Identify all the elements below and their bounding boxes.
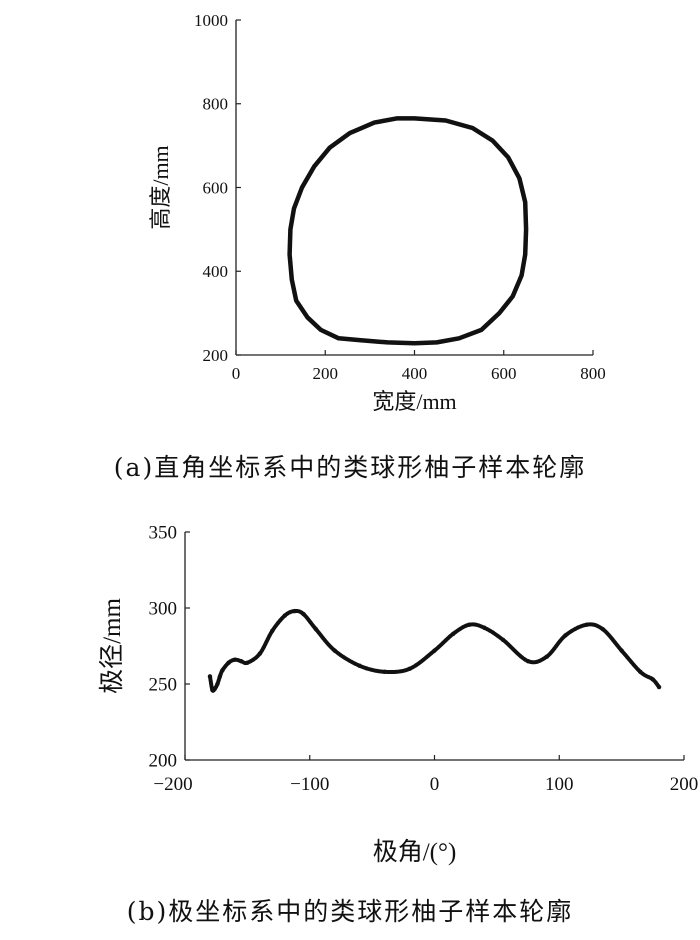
data-point	[301, 611, 306, 617]
data-point	[212, 686, 218, 691]
data-point	[600, 627, 606, 632]
y-tick-label: 600	[203, 178, 229, 197]
y-tick-label: 200	[149, 751, 178, 772]
data-point	[563, 633, 568, 638]
chart-a: 0 200 400 600 800 200 400 600 800 1000 宽度/mm 高度/mm	[0, 0, 700, 420]
data-point	[220, 668, 225, 673]
y-tick-label: 400	[203, 262, 229, 281]
data-point	[451, 631, 456, 637]
x-tick-label: 800	[580, 364, 606, 383]
data-point	[313, 627, 319, 632]
x-tick-label: −100	[290, 774, 329, 795]
x-tick-label: 400	[402, 364, 428, 383]
data-point	[638, 669, 643, 675]
data-point	[232, 657, 238, 662]
data-point	[217, 674, 223, 679]
caption-a: (a)直角坐标系中的类球形柚子样本轮廓	[113, 453, 587, 482]
data-point	[650, 677, 656, 682]
chart-b: −200 −100 0 100 200 200 250 300 350 极角/(°) 极径/mm	[0, 505, 700, 895]
y-tick-label: 350	[149, 523, 178, 544]
data-point	[544, 654, 549, 659]
y-tick-label: 200	[203, 346, 229, 365]
x-tick-label: 200	[313, 364, 339, 383]
data-point	[525, 659, 531, 664]
y-tick-label: 300	[149, 599, 178, 620]
x-axis-label: 极角/(°)	[373, 838, 457, 866]
x-axis-label: 宽度/mm	[372, 389, 456, 414]
y-axis-label: 高度/mm	[148, 145, 173, 229]
data-point	[292, 608, 297, 614]
data-point	[257, 651, 263, 656]
data-point	[238, 659, 244, 664]
y-tick-label: 800	[203, 95, 229, 114]
data-point	[207, 674, 213, 679]
data-point	[382, 669, 387, 675]
data-point	[619, 648, 624, 653]
data-point	[500, 637, 506, 643]
data-point	[215, 681, 220, 687]
radius-curve	[207, 608, 661, 693]
data-point	[482, 625, 487, 630]
data-point	[432, 648, 437, 653]
data-point	[407, 666, 412, 671]
data-point	[467, 622, 472, 627]
y-tick-label: 1000	[194, 11, 228, 30]
x-tick-label: 200	[670, 774, 699, 795]
x-tick-label: 100	[545, 774, 574, 795]
data-point	[357, 663, 362, 668]
data-point	[282, 613, 287, 618]
data-point	[226, 660, 231, 665]
contour-line	[287, 116, 529, 346]
data-point	[245, 660, 250, 665]
data-point	[584, 622, 589, 627]
caption-b: (b)极坐标系中的类球形柚子样本轮廓	[126, 897, 574, 926]
y-tick-label: 250	[149, 675, 178, 696]
data-point	[270, 628, 275, 633]
x-tick-label: −200	[153, 774, 192, 795]
x-tick-label: 0	[232, 364, 241, 383]
data-point	[656, 684, 662, 690]
chart-b-svg: −200 −100 0 100 200 200 250 300 350 极角/(°) 极径/mm	[98, 523, 699, 866]
x-tick-label: 600	[491, 364, 517, 383]
y-axis-label: 极径/mm	[98, 598, 126, 694]
data-point	[332, 648, 337, 653]
x-tick-label: 0	[430, 774, 440, 795]
